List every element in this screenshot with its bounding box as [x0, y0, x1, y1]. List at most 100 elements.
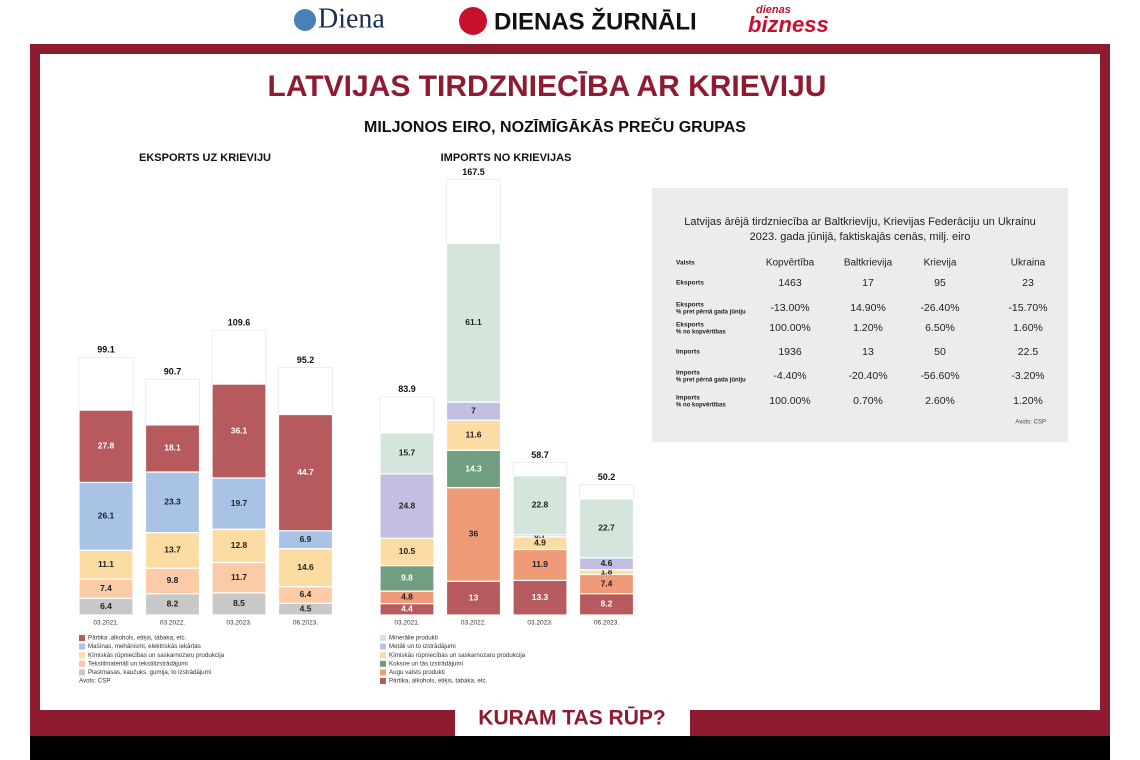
subtitle: MILJONOS EIRO, NOZĪMĪGĀKĀS PREČU GRUPAS [364, 117, 746, 136]
bar-segment [211, 383, 267, 479]
legend-swatch [79, 635, 85, 641]
segment-label: 11.1 [98, 559, 114, 569]
table-cell: 95 [934, 277, 946, 289]
total-label: 50.2 [598, 472, 616, 482]
segment-label: 10.5 [399, 546, 416, 556]
legend-swatch [79, 652, 85, 659]
row-label: Eksports [676, 322, 704, 329]
segment-label: 19.7 [231, 498, 248, 508]
segment-label: 1.8 [601, 566, 613, 576]
table-cell: 100.00% [769, 322, 810, 334]
total-label: 90.7 [164, 367, 182, 377]
table-cell: 22.5 [1018, 346, 1039, 358]
x-tick-label: 06.2023. [293, 620, 318, 627]
table-cell: 6.50% [925, 322, 955, 334]
legend-label: Mašīnas, mehānismi, elektriskās iekārtas [88, 643, 201, 650]
table-cell: 23 [1022, 277, 1034, 289]
legend-swatch [380, 669, 386, 676]
bar-segment [578, 498, 635, 559]
table-cell: 17 [862, 277, 874, 289]
x-tick-label: 03.2022. [461, 620, 486, 627]
bar-segment [379, 564, 435, 592]
bar-segment [78, 481, 134, 551]
chart-title: EKSPORTS UZ KRIEVIJU [139, 152, 271, 164]
segment-label: 4.8 [401, 592, 413, 602]
segment-label: 4.4 [401, 604, 413, 614]
segment-label: 11.7 [231, 572, 247, 582]
legend-swatch [380, 652, 386, 659]
row-label: Imports [676, 370, 700, 377]
table-header: Baltkrievija [844, 258, 893, 269]
bar-segment [445, 487, 502, 582]
legend-swatch [79, 643, 85, 650]
segment-label: 36 [469, 529, 479, 539]
bar-segment [78, 409, 134, 483]
segment-label: 22.8 [532, 500, 549, 510]
segment-label: 11.6 [465, 430, 481, 440]
row-sublabel: % no kopvērtības [676, 330, 726, 336]
segment-label: 44.7 [297, 467, 314, 477]
total-label: 109.6 [228, 317, 251, 327]
bar-segment [445, 580, 502, 616]
row-sublabel: % pret pērnā gada jūniju [676, 378, 746, 384]
segment-label: 4.6 [601, 558, 613, 568]
chart-title: IMPORTS NO KRIEVIJAS [441, 152, 572, 164]
legend-swatch [380, 643, 386, 650]
table-cell: -26.40% [920, 302, 959, 314]
legend-swatch [79, 669, 85, 676]
main-title: LATVIJAS TIRDZNIECĪBA AR KRIEVIJU [268, 70, 827, 103]
table-cell: -56.60% [920, 370, 959, 382]
table-cell: 50 [934, 346, 946, 358]
total-label: 167.5 [462, 167, 485, 177]
table-title: Latvijas ārējā tirdzniecība ar Baltkriev… [684, 216, 1036, 228]
x-tick-label: 03.2021. [93, 620, 118, 627]
segment-label: 36.1 [231, 425, 248, 435]
bar-segment [144, 471, 201, 534]
bottom-bar [30, 736, 1110, 760]
table-header: Kopvērtība [766, 258, 815, 269]
segment-label: 9.8 [167, 575, 179, 585]
source: Avots: CSP [79, 678, 111, 685]
table-cell: 1.60% [1013, 322, 1043, 334]
table-cell: -4.40% [773, 370, 806, 382]
bar-segment [211, 561, 267, 594]
bar-segment [78, 549, 134, 580]
row-label: Imports [676, 395, 700, 402]
segment-label: 24.8 [399, 500, 416, 510]
segment-label: 14.3 [465, 463, 482, 473]
legend-label: Pārtika ,alkohols, etiķis, tabaka, etc. [88, 635, 187, 642]
segment-label: 18.1 [164, 443, 181, 453]
segment-label: 8.2 [601, 599, 613, 609]
segment-label: 6.9 [300, 534, 312, 544]
bar-segment [512, 579, 568, 616]
segment-label: 4.9 [534, 537, 546, 547]
table-cell: 1936 [778, 346, 802, 358]
segment-label: 8.2 [167, 599, 179, 609]
x-tick-label: 06.2023. [594, 620, 619, 627]
table-cell: 1463 [778, 277, 802, 289]
bar-segment [144, 424, 201, 473]
table-header: Valsts [676, 260, 695, 267]
table-cell: -15.70% [1008, 302, 1047, 314]
table-cell: -3.20% [1011, 370, 1044, 382]
row-label: Eksports [676, 280, 704, 287]
segment-label: 27.8 [98, 441, 115, 451]
segment-label: 6.4 [100, 601, 112, 611]
bar-segment [512, 475, 568, 536]
bar-segment [211, 477, 267, 530]
x-tick-label: 03.2021. [394, 620, 419, 627]
legend-label: Ķīmiskās rūpniecības un saskarnozaru pro… [88, 652, 225, 659]
segment-label: 22.7 [598, 523, 615, 533]
segment-label: 7.4 [100, 583, 112, 593]
segment-label: 6.4 [300, 589, 312, 599]
table-cell: 1.20% [1013, 395, 1043, 407]
segment-label: 13.3 [532, 592, 549, 602]
segment-label: 9.8 [401, 573, 413, 583]
legend-label: Koksne un tās izstrādājumi [389, 660, 463, 667]
bar-segment [445, 242, 502, 403]
segment-label: 61.1 [465, 317, 482, 327]
bar-segment [211, 528, 267, 564]
footer: KURAM TAS RŪP? [478, 707, 665, 730]
logo-globe [294, 9, 316, 31]
